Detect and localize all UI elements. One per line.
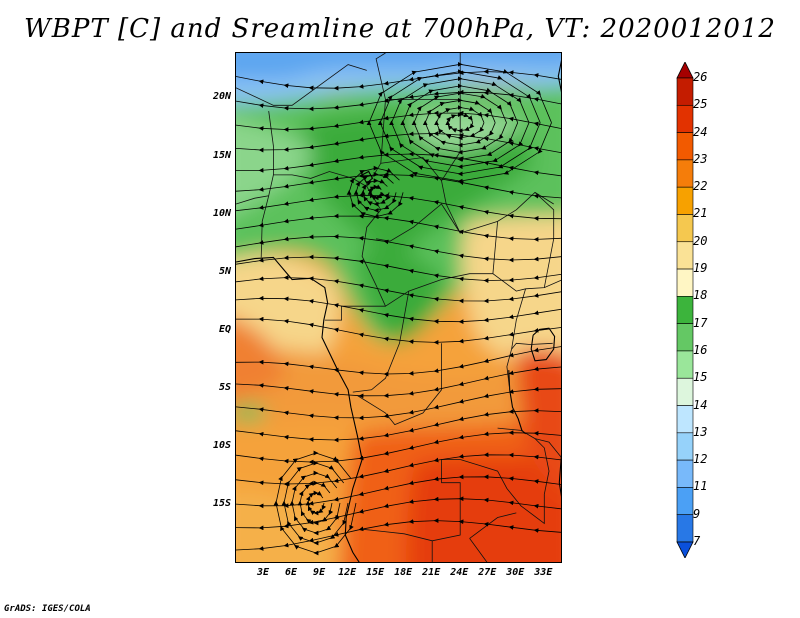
colorbar-swatch xyxy=(676,214,694,243)
colorbar-label: 7 xyxy=(693,534,701,548)
colorbar-top-triangle xyxy=(676,62,694,79)
colorbar-label: 15 xyxy=(693,370,708,385)
colorbar-label: 26 xyxy=(693,70,708,84)
colorbar-swatch xyxy=(676,186,694,215)
lat-label: 10N xyxy=(212,207,231,219)
lon-label: 18E xyxy=(394,567,413,578)
lon-label: 33E xyxy=(534,567,553,578)
colorbar-label: 20 xyxy=(693,233,708,248)
colorbar-swatch xyxy=(676,350,694,379)
streamline xyxy=(236,316,561,345)
streamline xyxy=(273,450,357,556)
colorbar-swatch xyxy=(676,405,694,434)
red-sea-coast xyxy=(557,60,561,93)
colorbar-swatch xyxy=(676,159,694,188)
lat-label: 15N xyxy=(212,149,231,161)
colorbar-label: 23 xyxy=(693,151,708,166)
colorbar-label: 13 xyxy=(693,424,708,439)
colorbar-label: 25 xyxy=(693,97,708,112)
footer-credit: GrADS: IGES/COLA xyxy=(4,604,91,614)
colorbar xyxy=(676,62,694,558)
colorbar-label: 17 xyxy=(693,315,708,330)
lon-label: 30E xyxy=(506,567,525,578)
lon-label: 27E xyxy=(478,567,497,578)
lon-label: 15E xyxy=(366,567,385,578)
colorbar-label: 21 xyxy=(693,206,708,221)
streamline xyxy=(236,89,561,112)
streamline xyxy=(236,110,561,132)
colorbar-swatch xyxy=(676,432,694,461)
colorbar-label: 24 xyxy=(693,124,708,139)
border-line xyxy=(534,438,561,458)
chart-title: WBPT [C] and Sreamline at 700hPa, VT: 20… xyxy=(24,14,776,44)
border-line xyxy=(534,192,555,288)
lat-label: EQ xyxy=(218,323,231,335)
colorbar-label: 19 xyxy=(693,261,708,276)
lat-label: 15S xyxy=(212,497,231,509)
lat-label: 5N xyxy=(218,265,231,277)
streamline xyxy=(236,151,561,177)
map-panel xyxy=(235,52,562,563)
lon-label: 9E xyxy=(313,567,326,578)
map-canvas xyxy=(236,53,561,562)
lon-label: 3E xyxy=(256,567,270,578)
lon-label: 21E xyxy=(422,567,441,578)
colorbar-swatch xyxy=(676,487,694,516)
colorbar-swatch xyxy=(676,132,694,161)
lake-malawi xyxy=(558,453,561,497)
colorbar-label: 16 xyxy=(693,342,708,357)
colorbar-label: 12 xyxy=(693,452,708,467)
colorbar-swatch xyxy=(676,104,694,133)
colorbar-label: 18 xyxy=(693,288,708,303)
lat-label: 5S xyxy=(218,381,231,393)
lat-label: 10S xyxy=(212,439,231,451)
colorbar-swatch xyxy=(676,323,694,352)
colorbar-swatch xyxy=(676,241,694,270)
colorbar-swatch xyxy=(676,459,694,488)
colorbar-label: 11 xyxy=(693,479,708,494)
streamline xyxy=(236,131,561,153)
streamline xyxy=(236,69,561,91)
colorbar-swatch xyxy=(676,296,694,324)
colorbar-label: 9 xyxy=(693,506,701,521)
streamline xyxy=(236,172,561,199)
lon-label: 12E xyxy=(338,567,357,578)
colorbar-swatch xyxy=(676,77,694,106)
colorbar-swatch xyxy=(676,514,694,543)
lat-label: 20N xyxy=(212,91,231,103)
lon-label: 24E xyxy=(450,567,469,578)
colorbar-swatch xyxy=(676,268,694,297)
colorbar-swatch xyxy=(676,377,694,406)
colorbar-label: 22 xyxy=(693,179,708,194)
colorbar-label: 14 xyxy=(693,397,708,412)
lon-label: 6E xyxy=(285,567,298,578)
colorbar-bottom-triangle xyxy=(676,541,694,558)
streamlines xyxy=(236,61,561,556)
